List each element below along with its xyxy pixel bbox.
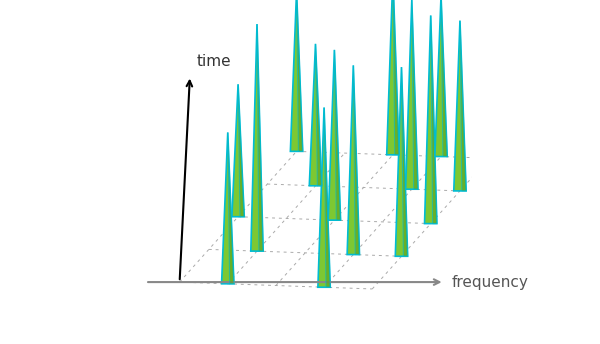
- Polygon shape: [238, 84, 244, 217]
- Polygon shape: [324, 108, 330, 287]
- Polygon shape: [251, 24, 263, 251]
- Polygon shape: [406, 0, 418, 189]
- Polygon shape: [401, 67, 407, 256]
- Polygon shape: [316, 44, 322, 186]
- Polygon shape: [489, 7, 496, 158]
- Polygon shape: [386, 0, 399, 155]
- Text: time: time: [197, 54, 232, 69]
- Polygon shape: [347, 65, 359, 255]
- Polygon shape: [393, 0, 399, 155]
- Polygon shape: [431, 15, 437, 224]
- Polygon shape: [425, 15, 437, 224]
- Polygon shape: [328, 50, 341, 220]
- Polygon shape: [353, 65, 359, 255]
- Polygon shape: [412, 0, 418, 189]
- Polygon shape: [334, 50, 341, 220]
- Polygon shape: [435, 0, 447, 157]
- Polygon shape: [296, 0, 303, 151]
- Polygon shape: [309, 44, 322, 186]
- Polygon shape: [454, 21, 466, 191]
- Polygon shape: [257, 24, 263, 251]
- Polygon shape: [290, 0, 303, 151]
- Polygon shape: [483, 7, 496, 158]
- Polygon shape: [460, 21, 466, 191]
- Polygon shape: [228, 132, 234, 284]
- Polygon shape: [232, 84, 244, 217]
- Polygon shape: [221, 132, 234, 284]
- Polygon shape: [318, 108, 330, 287]
- Polygon shape: [395, 67, 407, 256]
- Polygon shape: [441, 0, 447, 157]
- Text: frequency: frequency: [451, 275, 528, 290]
